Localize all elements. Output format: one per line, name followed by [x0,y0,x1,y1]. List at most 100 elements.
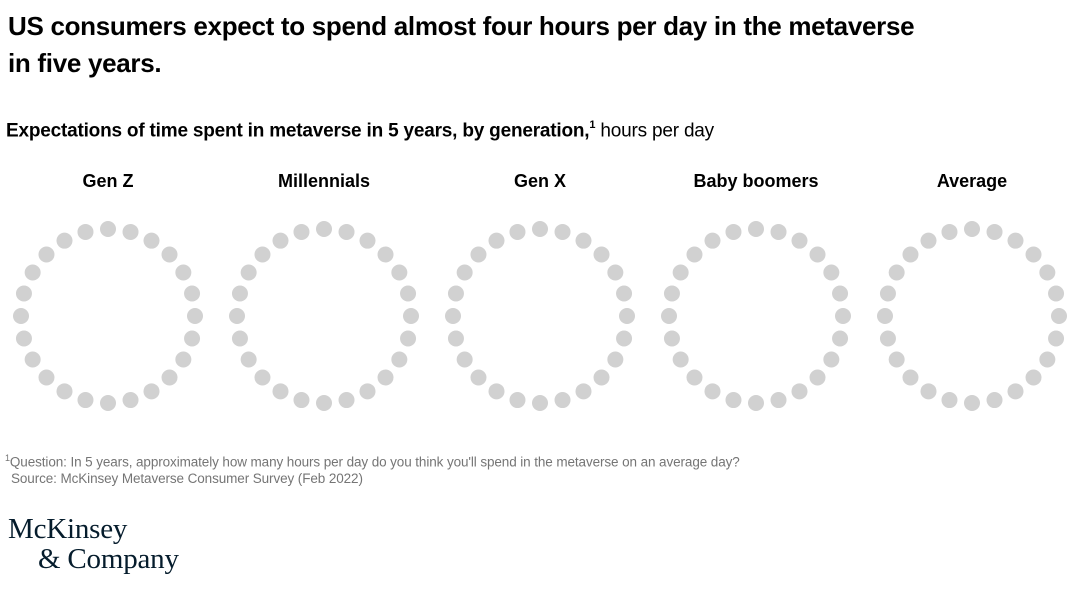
metaverse-exhibit-page: US consumers expect to spend almost four… [0,8,1080,595]
hour-dot [686,369,703,386]
generation-column-gen-x: Gen X [432,170,648,414]
hour-dot [920,232,937,249]
mckinsey-logo: McKinsey & Company [8,514,1080,574]
hour-dot [24,264,41,281]
footnote-question-marker: 1 [5,453,10,464]
hour-dot [316,395,332,412]
hour-dot [941,392,958,409]
hour-dot [254,369,271,386]
hour-dot [941,224,958,241]
hour-dot [488,232,505,249]
hour-dot [575,232,592,249]
generation-column-average: Average [864,170,1080,414]
hour-dot [272,232,289,249]
hour-dot [532,221,548,238]
hour-dot [122,224,139,241]
generation-label: Gen X [513,171,566,192]
hour-dot [879,285,896,302]
hour-dot [143,383,160,400]
hour-dot [143,232,160,249]
hour-dot [554,224,571,241]
hour-dot [809,246,826,263]
hour-dot [359,232,376,249]
hour-dot [316,221,332,238]
hour-dot [888,264,905,281]
hour-dot [725,392,742,409]
hour-dot [1039,264,1056,281]
hour-dot [1048,285,1065,302]
hour-dot [470,369,487,386]
footnote-question: 1Question: In 5 years, approximately how… [5,450,1080,471]
hour-dot [835,308,851,325]
hour-dot [175,264,192,281]
chart-subtitle-bold: Expectations of time spent in metaverse … [6,120,590,142]
hour-dot [377,369,394,386]
hour-dot [456,351,473,368]
hour-dot [456,264,473,281]
hour-dot [607,351,624,368]
hour-dot [447,285,464,302]
hour-dot-ring [877,221,1067,412]
hour-dot [986,224,1003,241]
hour-dot [15,285,32,302]
hour-dot [616,330,633,347]
generation-label: Millennials [277,171,371,192]
hour-dot [770,392,787,409]
page-title-line-2: in five years. [8,48,162,78]
hour-dot [509,224,526,241]
dot-ring-chart: Gen Z Millennials Gen X Baby boomers Average [0,170,1080,414]
footnote-source-text: Source: McKinsey Metaverse Consumer Surv… [11,471,363,487]
hour-dot [13,308,29,325]
mckinsey-logo-line-1: McKinsey [8,512,128,545]
hour-dot [240,264,257,281]
hour-dot-ring [445,221,635,412]
hour-dot [400,285,417,302]
hour-dot [1048,330,1065,347]
hour-dot [488,383,505,400]
hour-dot [338,224,355,241]
hour-dot [832,285,849,302]
hour-dot [607,264,624,281]
hour-dot [15,330,32,347]
hour-dot [1007,232,1024,249]
chart-subtitle-unit: hours per day [595,120,714,142]
hour-dot [832,330,849,347]
hour-dot [672,264,689,281]
hour-dot [161,369,178,386]
hour-dot [254,246,271,263]
hour-dot [619,308,635,325]
hour-dot [554,392,571,409]
hour-dot [240,351,257,368]
hour-dot [1039,351,1056,368]
generation-column-baby-boomers: Baby boomers [648,170,864,414]
hour-dot [879,330,896,347]
hour-dot [986,392,1003,409]
hour-dot-ring [13,221,203,412]
hour-dot [447,330,464,347]
hour-dot [672,351,689,368]
hour-dot-ring [229,221,419,412]
hour-dot [77,224,94,241]
hour-dot [686,246,703,263]
hour-dot [877,308,893,325]
hour-dot [359,383,376,400]
footnote-source: Source: McKinsey Metaverse Consumer Surv… [5,471,1080,488]
hour-dot [293,224,310,241]
hour-dot [400,330,417,347]
hour-dot [748,221,764,238]
hour-dot [445,308,461,325]
hour-dot [663,285,680,302]
hour-dot [888,351,905,368]
hour-dot [293,392,310,409]
page-title-line-1: US consumers expect to spend almost four… [8,11,915,41]
hour-dot [272,383,289,400]
generation-column-millennials: Millennials [216,170,432,414]
hour-dot [38,246,55,263]
hour-dot [532,395,548,412]
hour-dot [704,383,721,400]
hour-dot [1007,383,1024,400]
footnote-question-text: Question: In 5 years, approximately how … [9,454,740,470]
hour-dot [964,221,980,238]
hour-dot [1051,308,1067,325]
hour-dot [593,246,610,263]
